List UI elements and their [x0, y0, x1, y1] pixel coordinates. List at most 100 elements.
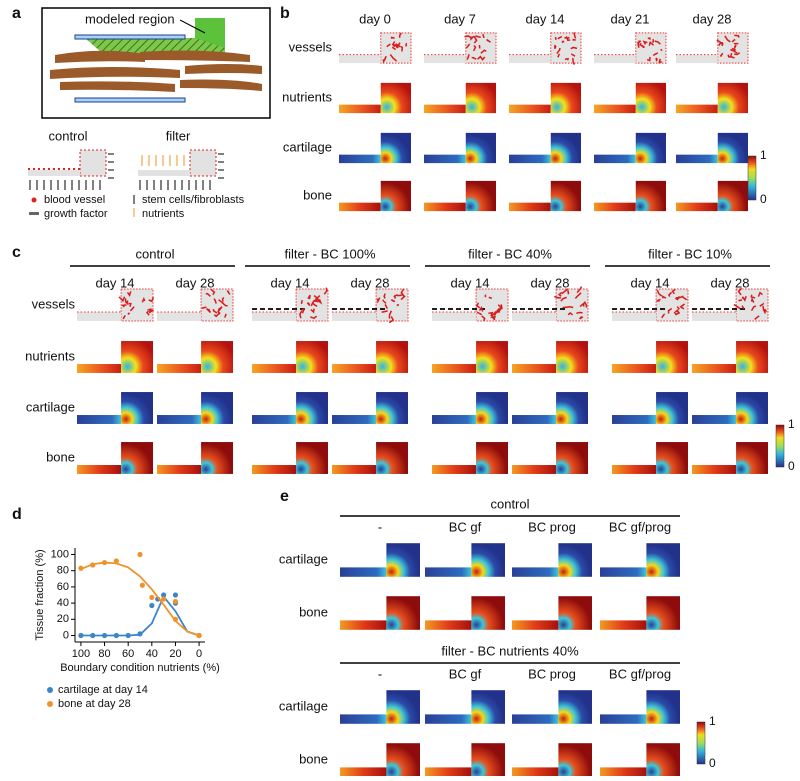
point: [78, 633, 83, 638]
row-label: bone: [299, 604, 328, 619]
simulation-image: [509, 181, 581, 211]
panel-label: d: [12, 506, 22, 523]
y-axis-title: Tissue fraction (%): [34, 549, 46, 640]
region: [509, 155, 551, 163]
point: [149, 603, 154, 608]
legend-label: blood vessel: [44, 194, 105, 206]
simulation-image: [432, 442, 508, 474]
region: [424, 155, 466, 163]
column-label: BC gf/prog: [609, 666, 671, 681]
region: [432, 312, 476, 321]
simulation-image: [512, 596, 592, 630]
colorbar: [748, 156, 756, 200]
region: [692, 415, 736, 424]
simulation-image: [512, 392, 588, 424]
simulation-image: [77, 341, 153, 373]
region: [512, 364, 556, 373]
region: [636, 83, 666, 113]
region: [512, 767, 558, 776]
simulation-image: [612, 289, 688, 321]
region: [636, 181, 666, 211]
row-label: vessels: [289, 39, 333, 54]
simulation-image: [252, 392, 328, 424]
region: [425, 714, 471, 723]
vessel: [395, 295, 396, 298]
region: [718, 83, 748, 113]
colorbar-label: 1: [788, 417, 795, 431]
x-tick-label: 80: [98, 648, 110, 660]
row-label: vessels: [32, 296, 76, 311]
colorbar-label: 0: [709, 756, 716, 770]
region: [558, 690, 592, 724]
region: [676, 55, 718, 63]
group-label: filter - BC 10%: [648, 246, 732, 261]
panel-label: c: [12, 244, 21, 261]
region: [692, 312, 736, 321]
y-tick-label: 100: [51, 548, 69, 560]
region: [157, 415, 201, 424]
simulation-image: [594, 181, 666, 211]
simulation-image: [425, 690, 505, 724]
region: [558, 596, 592, 630]
schematic: [28, 8, 270, 217]
region: [612, 465, 656, 474]
region: [676, 155, 718, 163]
region: [332, 364, 376, 373]
row-label: bone: [46, 449, 75, 464]
simulation-image: [509, 83, 581, 113]
simulation-image: [425, 543, 505, 577]
simulation-image: [424, 133, 496, 163]
column-label: BC gf: [449, 666, 482, 681]
region: [339, 203, 381, 211]
region: [509, 55, 551, 63]
vessel: [483, 34, 484, 38]
point: [137, 552, 142, 557]
x-tick-label: 20: [169, 648, 181, 660]
region: [594, 55, 636, 63]
region: [512, 465, 556, 474]
simulation-image: [157, 392, 233, 424]
region: [556, 392, 588, 424]
region: [736, 341, 768, 373]
region: [340, 767, 386, 776]
region: [386, 690, 420, 724]
region: [646, 690, 680, 724]
point: [137, 631, 142, 636]
region: [718, 33, 748, 63]
group-label: filter - BC 100%: [284, 246, 375, 261]
region: [424, 105, 466, 113]
point: [149, 595, 154, 600]
region: [512, 567, 558, 576]
legend-marker: [47, 701, 53, 707]
simulation-image: [692, 392, 768, 424]
point: [78, 566, 83, 571]
simulation-image: [77, 442, 153, 474]
simulation-image: [512, 743, 592, 776]
region: [466, 83, 496, 113]
region: [376, 392, 408, 424]
simulation-image: [600, 596, 680, 630]
simulation-image: [612, 442, 688, 474]
group-label: control: [135, 246, 174, 261]
region: [636, 33, 666, 63]
region: [432, 364, 476, 373]
schematic-label: control: [48, 128, 87, 143]
region: [656, 442, 688, 474]
colorbar: [776, 425, 784, 467]
row-label: cartilage: [26, 399, 75, 414]
column-label: day 14: [630, 275, 669, 290]
vessel: [302, 300, 303, 303]
region: [551, 181, 581, 211]
vessel: [555, 38, 556, 40]
column-label: day 14: [95, 275, 134, 290]
region: [424, 55, 466, 63]
region: [512, 620, 558, 629]
column-label: BC prog: [528, 519, 576, 534]
vessel: [568, 290, 569, 294]
point: [161, 596, 166, 601]
region: [718, 181, 748, 211]
region: [736, 392, 768, 424]
region: [612, 312, 656, 321]
panel-label: e: [280, 488, 289, 505]
